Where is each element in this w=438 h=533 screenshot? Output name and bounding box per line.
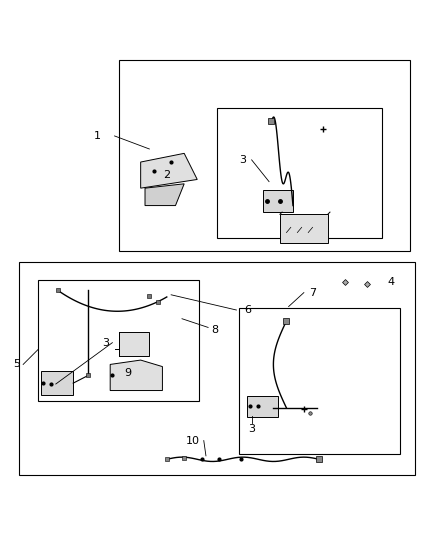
Text: 2: 2	[163, 170, 170, 180]
Bar	[217, 108, 382, 238]
Text: 5: 5	[13, 359, 20, 369]
Bar	[119, 60, 410, 251]
Text: 3: 3	[102, 338, 110, 348]
Bar	[119, 332, 149, 356]
Bar	[19, 262, 415, 475]
Text: 9: 9	[124, 368, 131, 378]
Bar	[239, 308, 399, 454]
Text: 3: 3	[240, 155, 247, 165]
Text: 6: 6	[244, 305, 251, 315]
Text: 3: 3	[248, 424, 255, 434]
Text: 4: 4	[387, 277, 395, 287]
Bar	[280, 214, 328, 243]
Bar	[262, 190, 293, 212]
Text: 7: 7	[309, 288, 316, 297]
Bar	[39, 279, 199, 401]
Polygon shape	[110, 360, 162, 391]
Text: 1: 1	[94, 131, 101, 141]
Polygon shape	[141, 154, 197, 188]
Bar	[41, 371, 73, 395]
Text: 8: 8	[211, 325, 218, 335]
Polygon shape	[145, 184, 184, 206]
Bar	[247, 396, 278, 417]
Text: 10: 10	[186, 435, 200, 446]
